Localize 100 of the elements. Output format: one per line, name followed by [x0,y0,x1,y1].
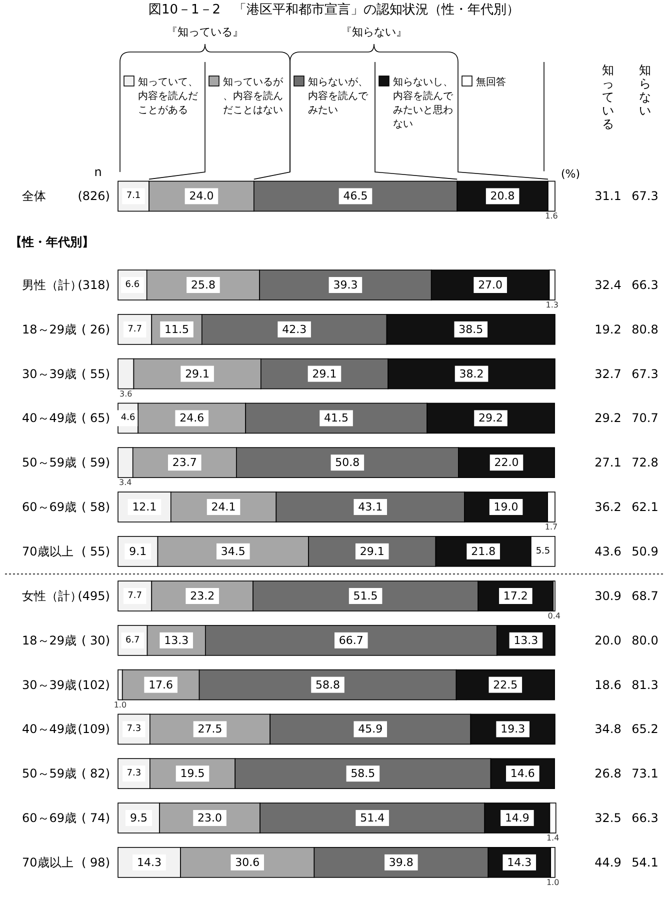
data-label: 3.6 [120,389,132,398]
y-tick-label: 30～39歳 [22,366,77,381]
data-label: 19.5 [180,767,205,780]
text: 80.0 [632,633,658,648]
data-label: 6.6 [125,280,140,290]
text: 66.3 [632,811,658,825]
data-label: 24.0 [189,190,214,203]
data-label: 41.5 [324,412,349,425]
text: 32.7 [594,366,622,381]
text: ( 55) [82,366,110,381]
data-label: 9.1 [129,544,147,558]
text: 34.8 [594,722,622,736]
data-label: 7.3 [126,724,142,734]
y-tick-label: 70歳以上 [22,855,74,870]
data-label: 23.7 [172,456,197,470]
data-label: 50.8 [335,456,360,470]
data-label: 17.6 [148,678,174,692]
text: ( 98) [82,855,110,870]
text: ( 65) [82,411,110,426]
data-label: 14.3 [507,856,532,869]
text: ( 30) [82,633,110,648]
text: (102) [78,678,110,692]
data-label: 38.5 [458,322,484,336]
text: 65.2 [632,722,658,736]
data-label: 45.9 [358,722,383,736]
text: 『知っている』 [166,26,244,38]
data-label: 51.4 [360,812,385,824]
data-label: 20.8 [490,190,515,203]
text: ( 82) [82,766,110,781]
data-label: 4.6 [120,413,136,424]
y-tick-label: 18～29歳 [22,322,77,336]
text: 26.8 [594,766,622,781]
data-label: 3.4 [119,478,132,488]
legend-label: 知っていて、内容を読んだことがある [138,76,198,116]
y-tick-label: 50～59歳 [22,456,77,470]
text: ( 55) [82,544,110,558]
data-label: 29.1 [312,367,337,380]
y-tick-label: 40～49歳 [22,722,77,736]
data-label: 38.2 [459,367,484,380]
y-tick-label: 60～69歳 [22,500,77,514]
text: 32.4 [594,278,622,292]
data-label: 27.5 [198,722,222,736]
data-label: 58.8 [316,678,340,692]
data-label: 17.2 [503,590,528,602]
data-label: 14.9 [504,812,530,824]
y-tick-label: 70歳以上 [22,544,74,558]
text: ( 74) [82,811,110,825]
text: 73.1 [632,766,658,781]
data-label: 58.5 [350,767,376,780]
text: 32.5 [594,811,622,825]
data-label: 7.3 [126,768,142,779]
data-label: 1.6 [545,212,558,221]
legend-label: 知っているが、内容を読んだことはない [223,76,284,116]
text: 68.7 [632,589,658,603]
data-label: 7.7 [128,591,142,601]
data-label: 51.5 [353,590,378,602]
text: 80.8 [632,322,658,336]
data-label: 30.6 [235,856,260,869]
legend-label: 無回答 [476,76,506,88]
y-tick-label: 50～59歳 [22,766,77,781]
chart-title: 図10－1－2 「港区平和都市宣言」の認知状況（性・年代別） [148,2,520,18]
data-label: 14.6 [510,767,535,780]
text: 27.1 [594,456,622,470]
data-label: 43.1 [358,500,383,514]
text: n [94,165,102,179]
data-label: 0.4 [548,612,560,620]
y-tick-label: 60～69歳 [22,811,77,825]
legend-label: 知らないが、内容を読んでみたい [308,76,369,116]
text: (109) [78,722,110,736]
text: (318) [78,278,110,292]
text: (826) [78,189,110,204]
text: 62.1 [632,500,658,514]
text: 30.9 [594,589,622,603]
text: 72.8 [632,456,658,470]
data-label: 46.5 [343,190,368,203]
data-label: 39.3 [333,278,358,292]
data-label: 27.0 [478,278,503,292]
text: 知っている [602,63,614,131]
data-label: 24.1 [211,500,236,514]
text: 50.9 [632,544,658,558]
data-label: 13.3 [514,634,538,647]
text: ( 58) [82,500,110,514]
y-tick-label: 18～29歳 [22,633,77,648]
data-label: 1.3 [546,300,559,310]
text: ( 59) [82,456,110,470]
data-label: 34.5 [220,544,246,558]
data-label: 23.2 [190,590,215,602]
text: 44.9 [594,855,622,870]
data-label: 23.0 [198,812,222,824]
data-label: 7.1 [126,191,141,202]
data-label: 66.7 [338,634,364,647]
data-label: 12.1 [132,500,157,514]
data-label: 22.5 [493,678,518,692]
data-label: 25.8 [190,278,216,292]
data-label: 5.5 [536,546,550,556]
data-label: 29.1 [360,544,384,558]
text: 43.6 [594,544,622,558]
data-label: 19.3 [500,722,526,736]
data-label: 9.5 [130,812,148,824]
data-label: 1.7 [544,522,558,532]
